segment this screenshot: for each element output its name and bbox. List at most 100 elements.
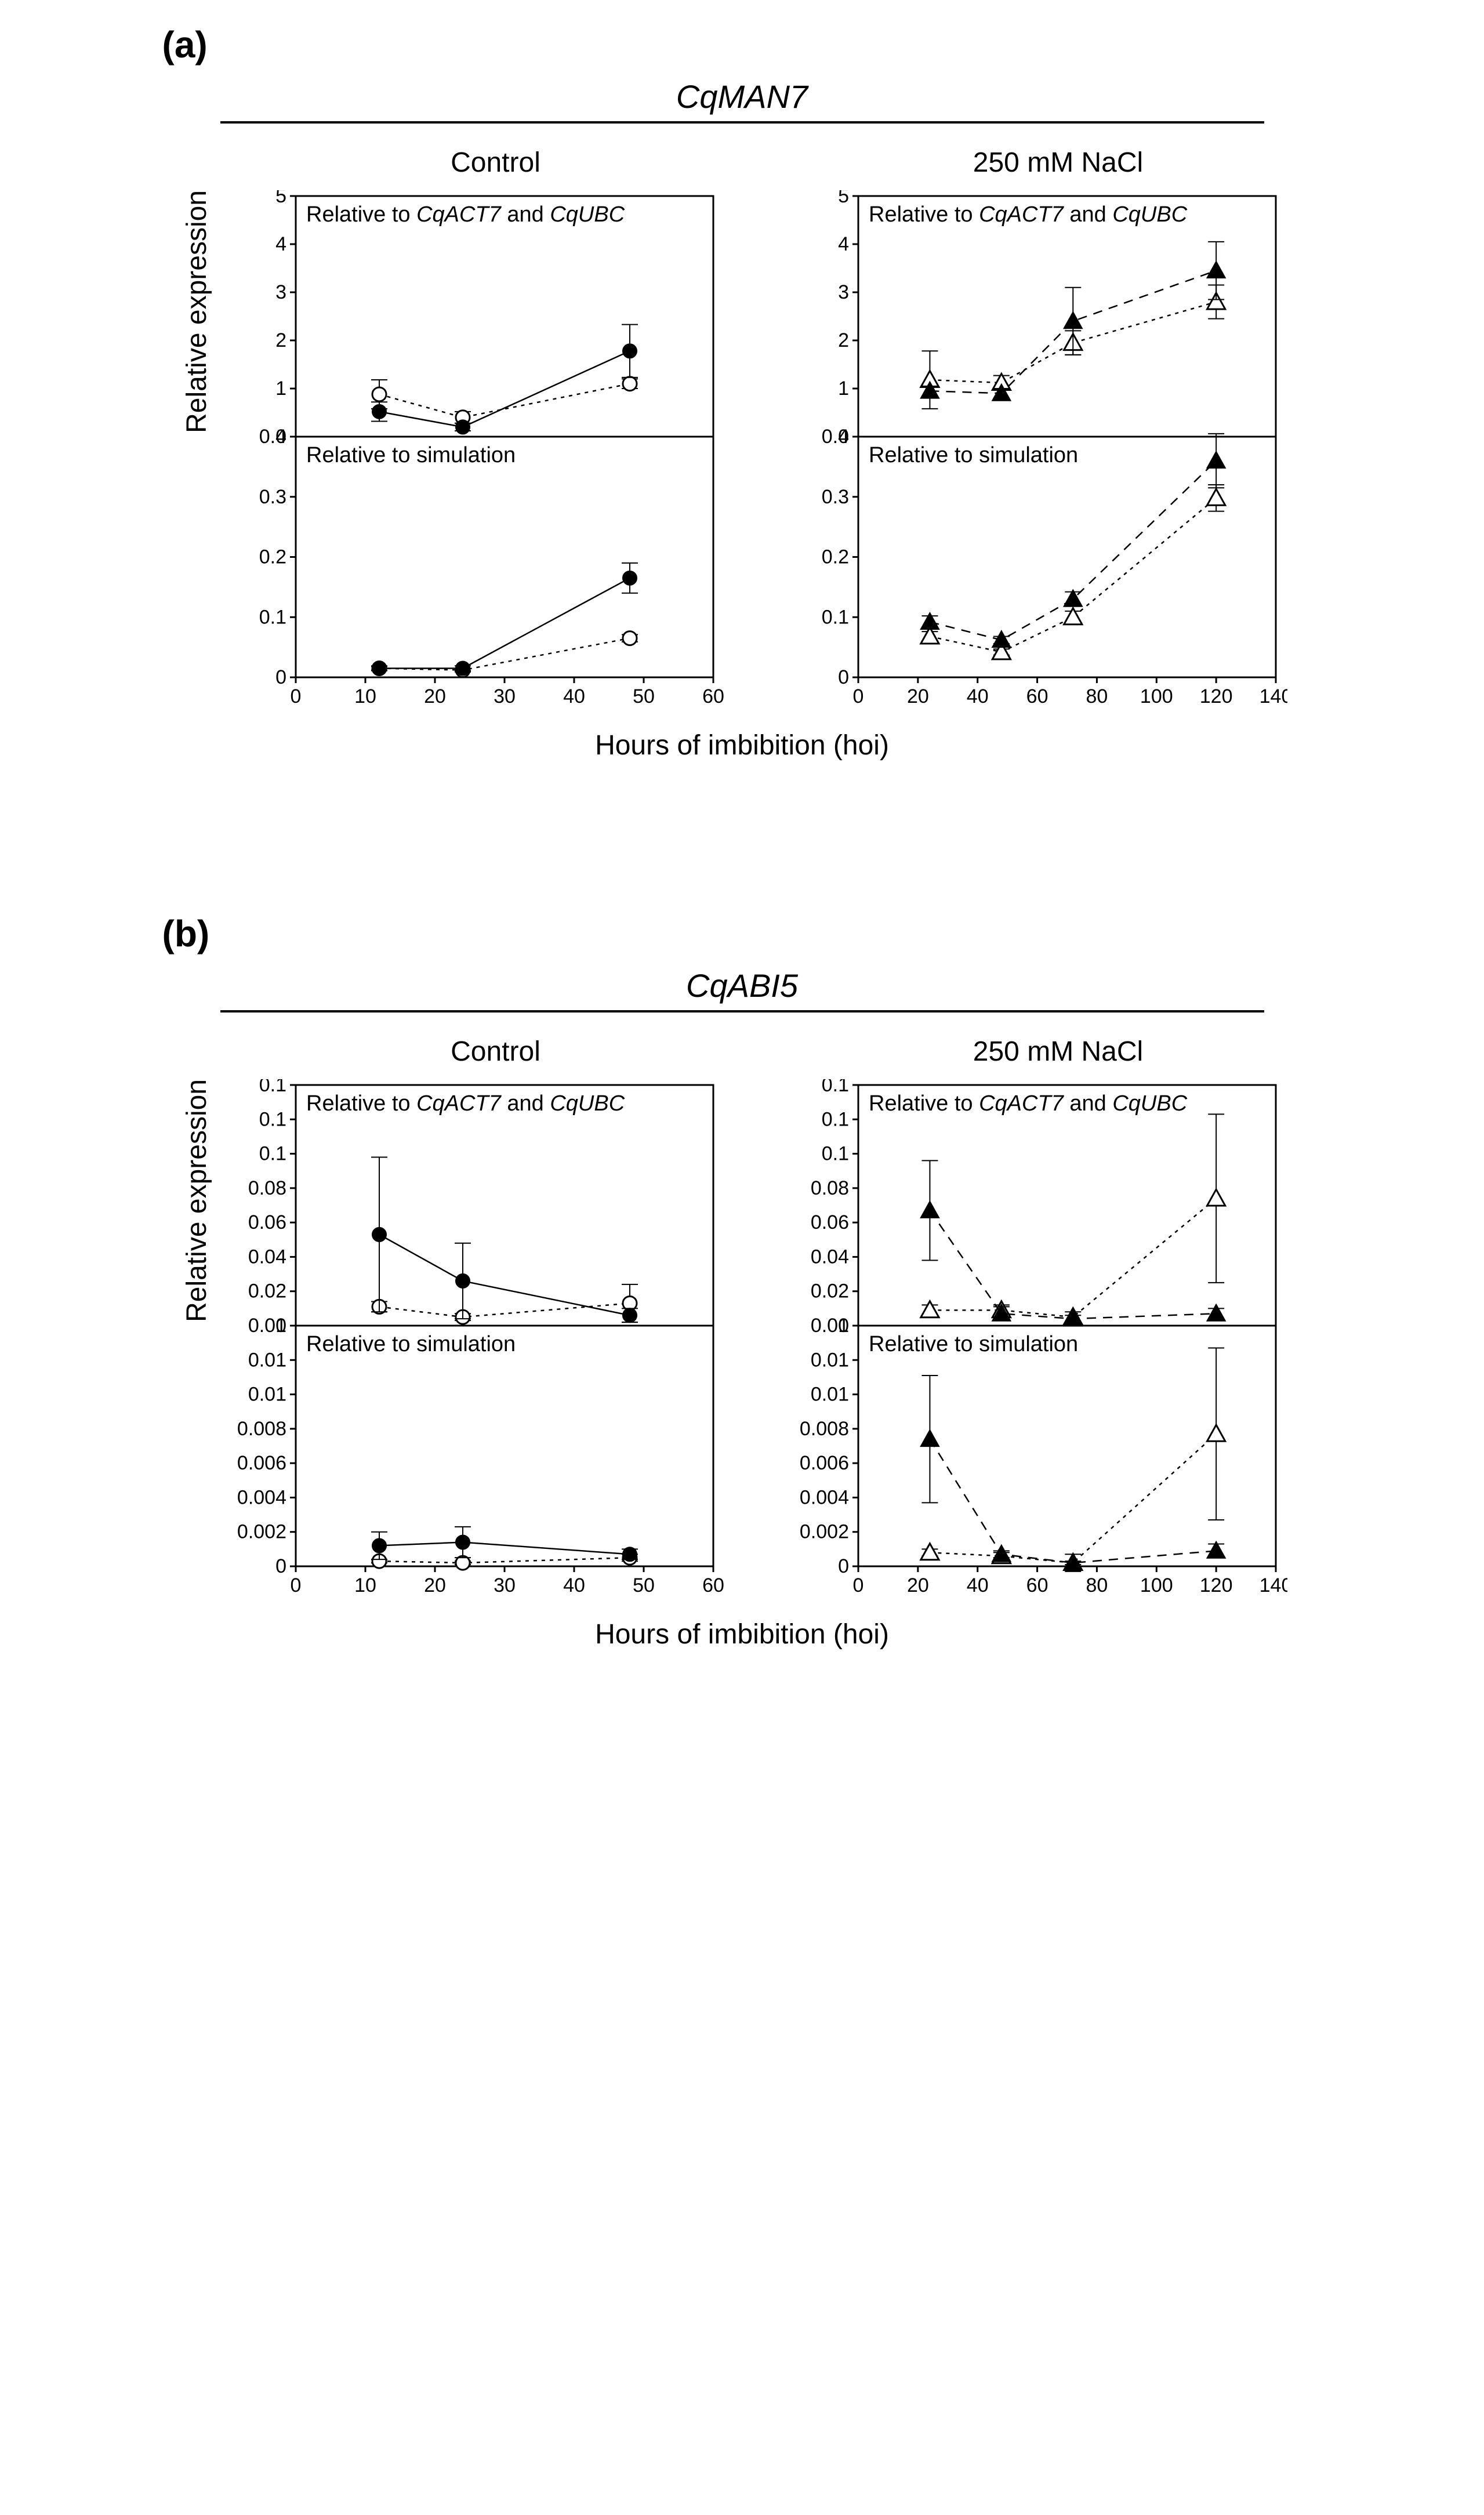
svg-text:30: 30 [494,1574,516,1596]
svg-text:0.3: 0.3 [259,486,286,508]
svg-text:20: 20 [906,1574,928,1596]
svg-text:100: 100 [1140,685,1173,707]
svg-text:40: 40 [966,1574,988,1596]
svg-text:20: 20 [424,685,446,707]
svg-text:2: 2 [838,329,849,351]
svg-text:140: 140 [1259,1574,1287,1596]
gene-title-b: CqABI5 [162,967,1322,1004]
svg-text:3: 3 [275,281,286,303]
svg-text:0.1: 0.1 [259,1143,286,1165]
chart-b-control: 0 0.02 0.04 0.06 0.08 0.1 0.1 0.1 Relative to Cq… [232,1079,760,1601]
section-a: (a) CqMAN7 Relative expression Control 2… [162,23,1322,761]
svg-text:0.01: 0.01 [810,1384,848,1406]
gene-title-a: CqMAN7 [162,78,1322,115]
svg-text:80: 80 [1086,685,1108,707]
xlabel-b: Hours of imbibition (hoi) [162,1618,1322,1650]
svg-text:0.04: 0.04 [248,1246,286,1268]
svg-text:0.1: 0.1 [259,1079,286,1096]
section-label-a: (a) [162,23,1322,66]
svg-text:40: 40 [563,685,585,707]
svg-text:40: 40 [563,1574,585,1596]
svg-text:80: 80 [1086,1574,1108,1596]
ylabel-b: Relative expression [181,1079,213,1322]
cond-title-control-a: Control [232,147,760,179]
panel-grid-a: Relative expression Control 250 mM NaCl … [162,147,1322,761]
svg-text:0.006: 0.006 [799,1452,848,1474]
svg-text:0: 0 [275,1555,286,1577]
svg-text:0.1: 0.1 [259,606,286,628]
svg-text:Relative to simulation: Relative to simulation [306,1332,516,1356]
svg-text:0: 0 [275,666,286,688]
svg-text:0.06: 0.06 [248,1211,286,1233]
svg-text:0: 0 [290,1574,301,1596]
svg-text:20: 20 [906,685,928,707]
svg-text:0.008: 0.008 [799,1418,848,1440]
svg-text:Relative to CqACT7 and CqUBC: Relative to CqACT7 and CqUBC [869,1091,1188,1116]
svg-text:140: 140 [1259,685,1287,707]
figure-root: (a) CqMAN7 Relative expression Control 2… [162,23,1322,1650]
svg-text:4: 4 [275,233,286,255]
svg-text:1: 1 [275,378,286,400]
svg-text:0.2: 0.2 [821,546,848,568]
svg-text:0.02: 0.02 [248,1280,286,1302]
svg-text:10: 10 [354,685,376,707]
svg-text:3: 3 [838,281,849,303]
svg-text:Relative to simulation: Relative to simulation [869,443,1078,467]
svg-text:0.04: 0.04 [810,1246,848,1268]
chart-a-nacl: 012345Relative to CqACT7 and CqUBC00.10.… [794,190,1322,712]
svg-text:0.002: 0.002 [237,1521,286,1543]
svg-text:0.4: 0.4 [821,426,848,448]
svg-text:100: 100 [1140,1574,1173,1596]
svg-text:0.004: 0.004 [799,1486,848,1508]
section-b: (b) CqABI5 Relative expression Control 2… [162,912,1322,1650]
svg-text:0.008: 0.008 [237,1418,286,1440]
svg-text:Relative to CqACT7 and CqUBC: Relative to CqACT7 and CqUBC [306,1091,625,1116]
svg-text:0: 0 [852,1574,863,1596]
svg-text:0.002: 0.002 [799,1521,848,1543]
svg-text:30: 30 [494,685,516,707]
cond-title-control-b: Control [232,1036,760,1068]
svg-text:0.004: 0.004 [237,1486,286,1508]
svg-text:10: 10 [354,1574,376,1596]
svg-text:40: 40 [966,685,988,707]
chart-a-control: 012345Relative to CqACT7 and CqUBC00.10.… [232,190,760,712]
svg-text:0.1: 0.1 [821,1079,848,1096]
svg-text:20: 20 [424,1574,446,1596]
xlabel-a: Hours of imbibition (hoi) [162,730,1322,761]
panel-grid-b: Relative expression Control 250 mM NaCl … [162,1036,1322,1650]
svg-text:0.01: 0.01 [810,1349,848,1371]
svg-text:60: 60 [702,685,724,707]
svg-text:2: 2 [275,329,286,351]
svg-text:50: 50 [633,685,655,707]
svg-text:Relative to CqACT7 and CqUBC: Relative to CqACT7 and CqUBC [869,202,1188,227]
svg-text:120: 120 [1199,1574,1232,1596]
svg-text:120: 120 [1199,685,1232,707]
section-label-b: (b) [162,912,1322,955]
svg-text:0: 0 [290,685,301,707]
svg-text:60: 60 [1026,685,1048,707]
svg-text:5: 5 [275,190,286,207]
svg-text:0: 0 [838,1555,849,1577]
svg-text:0.01: 0.01 [248,1384,286,1406]
svg-text:Relative to simulation: Relative to simulation [306,443,516,467]
svg-text:5: 5 [838,190,849,207]
svg-text:0.08: 0.08 [248,1177,286,1199]
svg-text:0.1: 0.1 [821,1143,848,1165]
svg-text:4: 4 [838,233,849,255]
svg-text:0.01: 0.01 [248,1315,286,1337]
svg-text:0.1: 0.1 [821,1108,848,1130]
gene-underline-b [220,1010,1264,1012]
svg-text:0.2: 0.2 [259,546,286,568]
svg-text:0.1: 0.1 [259,1108,286,1130]
svg-text:0.08: 0.08 [810,1177,848,1199]
svg-text:0.06: 0.06 [810,1211,848,1233]
svg-text:0.3: 0.3 [821,486,848,508]
svg-text:0.01: 0.01 [810,1315,848,1337]
ylabel-a: Relative expression [181,190,213,433]
svg-text:60: 60 [702,1574,724,1596]
gene-underline-a [220,121,1264,124]
svg-text:60: 60 [1026,1574,1048,1596]
svg-text:0.02: 0.02 [810,1280,848,1302]
svg-text:0.4: 0.4 [259,426,286,448]
svg-text:Relative to simulation: Relative to simulation [869,1332,1078,1356]
